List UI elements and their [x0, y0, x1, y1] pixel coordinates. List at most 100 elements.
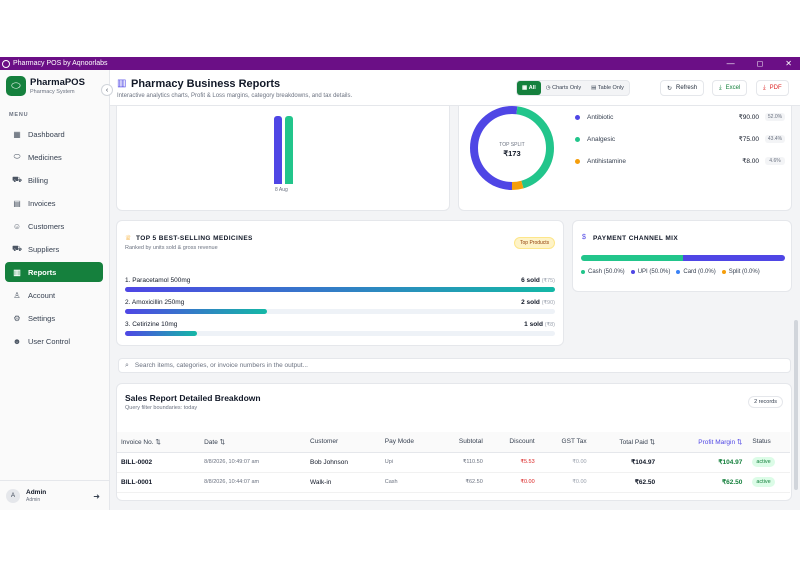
x-axis-label: 8 Aug: [275, 187, 288, 193]
status-badge: active: [752, 477, 775, 487]
sidebar-item-customers[interactable]: ☺ Customers: [5, 216, 103, 236]
payment-mix-title: PAYMENT CHANNEL MIX: [593, 235, 679, 242]
col-profit-margin[interactable]: Profit Margin ⇅: [661, 432, 749, 453]
sidebar-item-settings[interactable]: ⚙ Settings: [5, 308, 103, 328]
pdf-button[interactable]: ⤓ PDF: [756, 80, 789, 96]
sidebar-item-label: Medicines: [28, 152, 62, 162]
view-table-button[interactable]: ▤ Table Only: [586, 81, 629, 95]
minimize-button[interactable]: —: [726, 59, 735, 68]
window-titlebar: Pharmacy POS by Aqnoorlabs — ◻ ✕: [0, 57, 800, 70]
window-title: Pharmacy POS by Aqnoorlabs: [13, 60, 108, 67]
sales-trend-card: 8 Aug: [116, 106, 450, 211]
revenue-value: (₹75): [541, 278, 555, 284]
legend-dot: [575, 114, 580, 120]
payment-legend-label: Card (0.0%): [683, 269, 716, 275]
sidebar-item-dashboard[interactable]: ▦ Dashboard: [5, 124, 103, 144]
excel-button[interactable]: ⤓ Excel: [712, 80, 748, 96]
sales-bar-fill: [125, 309, 267, 314]
total-cell: ₹104.97: [592, 452, 662, 473]
donut-center-label: TOP SPLIT: [499, 142, 525, 148]
sidebar-item-label: Settings: [28, 313, 56, 323]
sidebar-item-billing[interactable]: ⛟ Billing: [5, 170, 103, 190]
legend-dot: [581, 270, 585, 274]
record-count-badge: 2 records: [748, 396, 783, 408]
sales-table-subtitle: Query filter boundaries: today: [125, 405, 198, 411]
col-subtotal: Subtotal: [441, 432, 489, 453]
table-row[interactable]: BILL-0001 8/8/2026, 10:44:07 am Walk-in …: [117, 472, 790, 493]
sidebar-item-suppliers[interactable]: ⛟ Suppliers: [5, 239, 103, 259]
user-role: Admin: [26, 496, 41, 503]
col-invoice-no[interactable]: Invoice No. ⇅: [117, 432, 201, 453]
maximize-button[interactable]: ◻: [756, 59, 764, 68]
units-sold: 1 sold (₹8): [524, 321, 555, 328]
sidebar-item-medicines[interactable]: ⬭ Medicines: [5, 147, 103, 167]
main-content: 8 Aug TOP SPLIT ₹173 Antibiotic ₹90.00 5…: [110, 106, 800, 510]
units-sold-value: 2 sold: [521, 299, 540, 306]
refresh-label: Refresh: [676, 85, 698, 91]
brand-name: PharmaPOS: [30, 77, 85, 88]
best-seller-row: 2. Amoxicillin 250mg 2 sold (₹90): [125, 299, 555, 314]
trophy-icon: ♕: [125, 235, 132, 242]
legend-dot: [721, 270, 726, 274]
view-all-button[interactable]: ▦ All: [517, 81, 541, 95]
user-name: Admin: [26, 488, 47, 496]
pill-logo-icon: ⬭: [6, 76, 26, 96]
category-percent: 4.6%: [765, 157, 785, 165]
avatar[interactable]: A: [6, 488, 20, 503]
col-date[interactable]: Date ⇅: [200, 432, 306, 453]
payment-segment: [581, 255, 683, 261]
view-charts-button[interactable]: ◷ Charts Only: [541, 81, 586, 95]
invoice-cell: BILL-0001: [117, 472, 201, 493]
medicine-name: 3. Cetirizine 10mg: [125, 321, 178, 328]
subtotal-cell: ₹62.50: [441, 472, 489, 493]
customer-cell: Walk-in: [306, 472, 381, 493]
pill-icon: ⬭: [13, 152, 21, 161]
download-icon: ⤓: [719, 84, 722, 91]
search-icon: ⌕: [125, 361, 129, 369]
units-sold-value: 6 sold: [521, 277, 540, 284]
discount-cell: ₹0.00: [488, 472, 541, 493]
sales-bar-track: [125, 331, 555, 336]
best-sellers-card: ♕ TOP 5 BEST-SELLING MEDICINES Ranked by…: [116, 220, 564, 346]
status-cell: active: [748, 452, 790, 473]
gear-icon: ⚙: [13, 313, 21, 323]
user-control-icon: ☻: [12, 336, 22, 346]
sidebar-item-reports[interactable]: ▥ Reports: [5, 262, 103, 282]
dollar-icon: $: [582, 234, 586, 241]
download-icon: ⤓: [763, 84, 766, 91]
pay-mode-cell: Cash: [380, 472, 441, 493]
logout-icon[interactable]: ➜: [93, 492, 100, 501]
output-search-input[interactable]: ⌕ Search items, categories, or invoice n…: [118, 358, 791, 373]
revenue-value: (₹90): [541, 300, 555, 306]
collapse-sidebar-button[interactable]: ‹: [101, 84, 113, 96]
col-status: Status: [748, 432, 790, 453]
legend-dot: [630, 270, 635, 274]
medicine-name: 2. Amoxicillin 250mg: [125, 299, 185, 306]
col-total-paid[interactable]: Total Paid ⇅: [592, 432, 662, 453]
close-button[interactable]: ✕: [785, 59, 792, 68]
category-percent: 43.4%: [765, 135, 785, 143]
view-all-label: All: [528, 85, 536, 91]
best-seller-row: 1. Paracetamol 500mg 6 sold (₹75): [125, 277, 555, 292]
sidebar-item-user-control[interactable]: ☻ User Control: [5, 331, 103, 351]
vertical-scrollbar[interactable]: [794, 320, 798, 490]
legend-dot: [575, 158, 580, 164]
date-cell: 8/8/2026, 10:44:07 am: [200, 472, 306, 493]
view-toggle: ▦ All ◷ Charts Only ▤ Table Only: [516, 80, 630, 96]
sidebar-item-invoices[interactable]: ▤ Invoices: [5, 193, 103, 213]
sales-bar-fill: [125, 287, 555, 292]
refresh-button[interactable]: ↻ Refresh: [660, 80, 705, 96]
top-products-badge: Top Products: [514, 237, 556, 249]
sidebar-item-label: Reports: [28, 267, 57, 277]
brand-subtitle: Pharmacy System: [30, 89, 75, 95]
sidebar-nav: ▦ Dashboard ⬭ Medicines ⛟ Billing ▤ Invoices…: [5, 124, 103, 354]
sidebar-item-account[interactable]: ♙ Account: [5, 285, 103, 305]
clock-icon: ◷: [545, 85, 553, 91]
sidebar-item-label: User Control: [28, 336, 71, 346]
payment-legend-label: Split (0.0%): [728, 269, 760, 275]
invoice-cell: BILL-0002: [117, 452, 201, 473]
sidebar-item-label: Invoices: [28, 198, 56, 208]
pay-mode-cell: Upi: [380, 452, 441, 473]
table-row[interactable]: BILL-0002 8/8/2026, 10:49:07 am Bob John…: [117, 452, 790, 473]
category-legend-item: Antibiotic ₹90.00 52.0%: [575, 111, 785, 123]
